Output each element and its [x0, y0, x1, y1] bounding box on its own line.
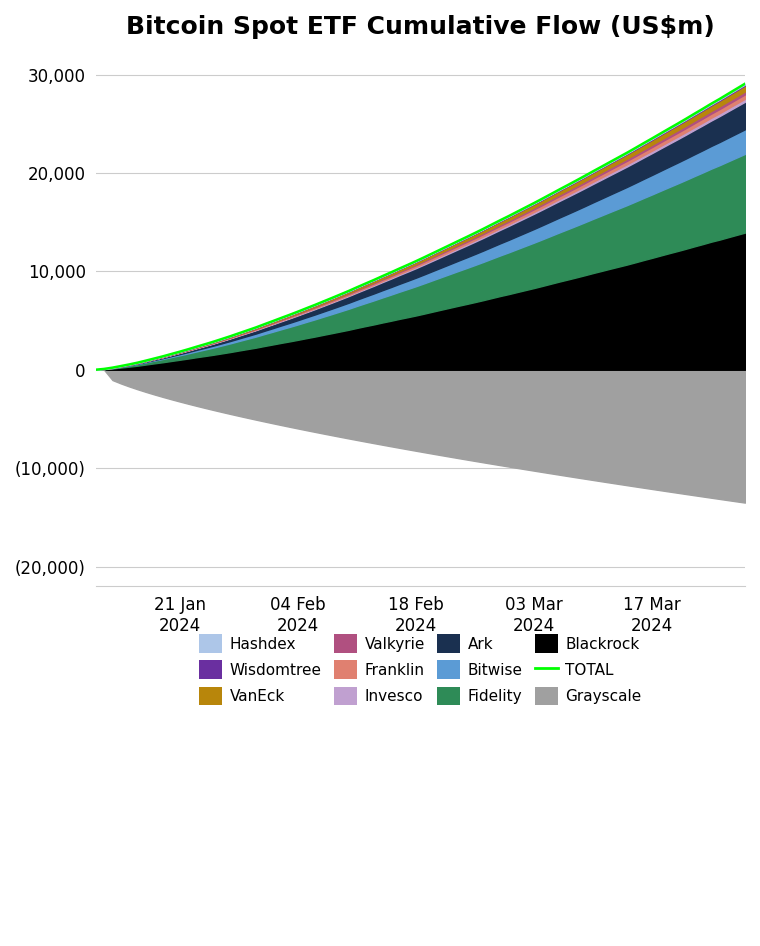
Legend: Hashdex, Wisdomtree, VanEck, Valkyrie, Franklin, Invesco, Ark, Bitwise, Fidelity: Hashdex, Wisdomtree, VanEck, Valkyrie, F…	[193, 628, 648, 711]
Title: Bitcoin Spot ETF Cumulative Flow (US$m): Bitcoin Spot ETF Cumulative Flow (US$m)	[126, 15, 714, 39]
